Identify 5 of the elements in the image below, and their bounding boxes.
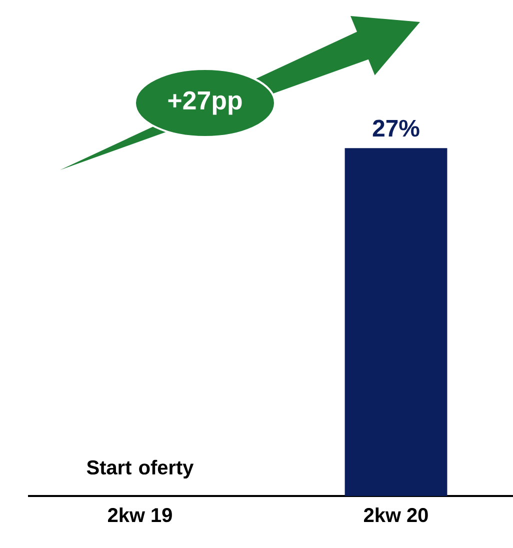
x-tick-label: 2kw 20 [364, 508, 428, 522]
annotation: Start oferty [86, 460, 194, 478]
x-tick-label: 2kw 19 [108, 508, 172, 522]
text: +27pp [168, 91, 242, 115]
data-label: 27% [372, 120, 420, 137]
